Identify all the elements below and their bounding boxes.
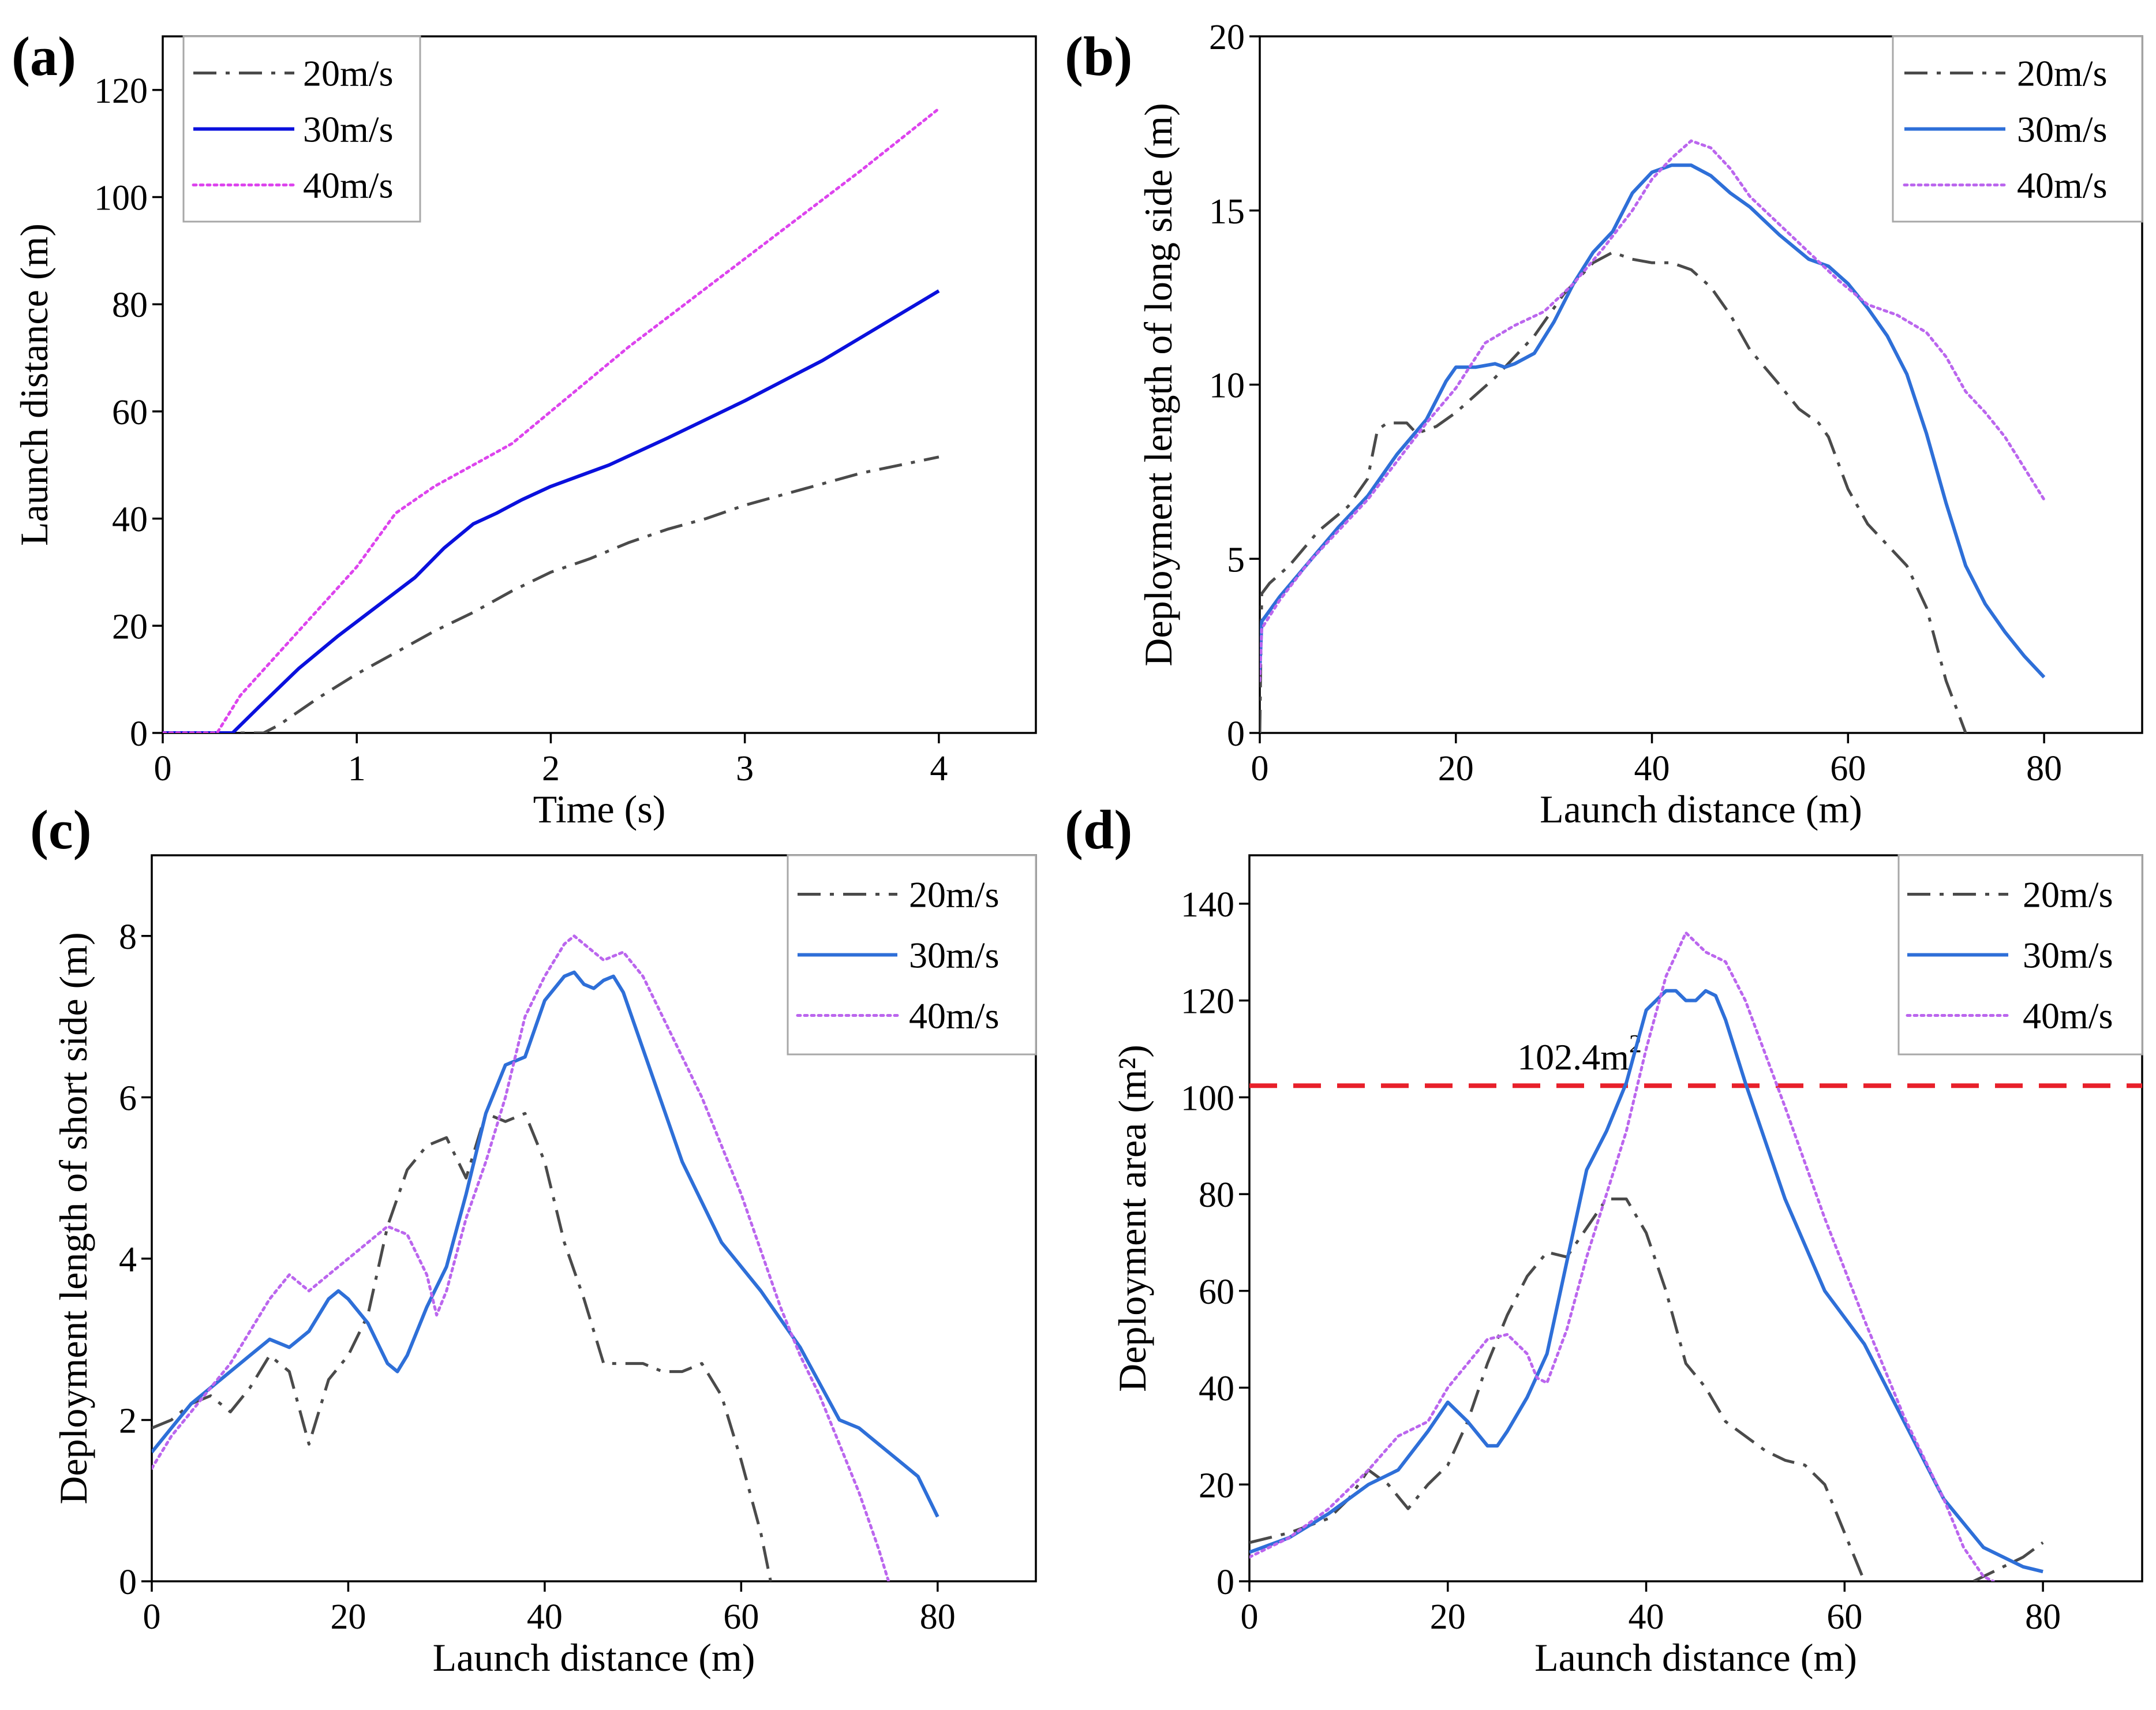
- legend-label: 20m/s: [2017, 53, 2107, 94]
- x-tick-label: 60: [1826, 1597, 1862, 1637]
- y-tick-label: 20: [1209, 18, 1245, 57]
- y-tick-label: 5: [1227, 540, 1245, 579]
- y-tick-label: 100: [94, 179, 148, 218]
- y-tick-label: 8: [119, 918, 137, 957]
- y-tick-label: 40: [112, 500, 148, 540]
- legend-label: 40m/s: [2023, 996, 2113, 1037]
- x-tick-label: 0: [154, 749, 172, 788]
- y-tick-label: 20: [112, 607, 148, 646]
- x-tick-label: 4: [930, 749, 948, 788]
- x-tick-label: 60: [1830, 749, 1866, 788]
- panel-label: (c): [30, 799, 92, 860]
- legend-label: 40m/s: [909, 996, 999, 1037]
- x-tick-label: 80: [2026, 749, 2062, 788]
- x-tick-label: 20: [330, 1597, 366, 1637]
- series-line-20m-per-s: [1260, 250, 1967, 733]
- y-axis-label: Deployment length of short side (m): [51, 932, 95, 1504]
- y-tick-label: 10: [1209, 366, 1245, 406]
- legend-label: 30m/s: [2023, 935, 2113, 976]
- x-axis-label: Launch distance (m): [433, 1636, 755, 1679]
- series-line-40m-per-s: [163, 107, 941, 733]
- x-tick-label: 0: [1241, 1597, 1259, 1637]
- plot-frame: [1248, 854, 2143, 1582]
- panel-b: 0 20 40 60 80 0 5 10 15 20 Launch distance (m) Depl…: [1065, 18, 2143, 831]
- series-line-30m-per-s: [1249, 989, 2043, 1574]
- series-line-40m-per-s: [1260, 139, 2046, 682]
- series-line-20m-per-s: [1972, 1541, 2044, 1581]
- y-tick-label: 15: [1209, 192, 1245, 231]
- y-tick-label: 60: [1199, 1273, 1234, 1312]
- series-line-30m-per-s: [163, 289, 940, 733]
- x-axis-label: Time (s): [533, 787, 666, 831]
- y-tick-label: 120: [94, 72, 148, 111]
- legend-label: 30m/s: [909, 935, 999, 976]
- series-line-30m-per-s: [152, 970, 939, 1518]
- y-tick-label: 140: [1181, 885, 1234, 925]
- x-tick-label: 0: [143, 1597, 161, 1637]
- x-axis-label: Launch distance (m): [1534, 1636, 1857, 1679]
- y-tick-label: 120: [1181, 982, 1234, 1021]
- series-line-30m-per-s: [1260, 163, 2046, 679]
- legend-label: 20m/s: [2023, 874, 2113, 915]
- y-axis-label: Launch distance (m): [12, 223, 56, 546]
- y-tick-label: 100: [1181, 1079, 1234, 1118]
- y-tick-label: 0: [119, 1563, 137, 1602]
- series-group: [163, 107, 941, 733]
- legend-label: 20m/s: [909, 874, 999, 915]
- x-tick-label: 80: [920, 1597, 956, 1637]
- x-axis-label: Launch distance (m): [1540, 787, 1862, 831]
- x-tick-label: 40: [527, 1597, 563, 1637]
- x-tick-label: 40: [1629, 1597, 1664, 1637]
- panel-c: 0 20 40 60 80 0 2 4 6 8 Launch distance (m) Deploym…: [30, 799, 1037, 1679]
- x-tick-label: 0: [1251, 749, 1269, 788]
- x-tick-label: 20: [1438, 749, 1474, 788]
- plot-frame: [162, 35, 1037, 734]
- series-line-20m-per-s: [152, 1112, 772, 1581]
- panel-label: (d): [1065, 799, 1132, 860]
- x-tick-label: 3: [736, 749, 754, 788]
- y-tick-label: 0: [1217, 1563, 1234, 1602]
- series-group: [1249, 931, 2044, 1581]
- y-tick-label: 6: [119, 1079, 137, 1118]
- y-tick-label: 40: [1199, 1370, 1234, 1409]
- series-group: [152, 934, 939, 1581]
- reference-line-label: 102.4m2: [1517, 1030, 1642, 1077]
- x-tick-label: 2: [542, 749, 560, 788]
- x-tick-label: 60: [723, 1597, 759, 1637]
- plot-frame: [151, 854, 1037, 1582]
- panel-label: (a): [12, 25, 76, 87]
- legend-label: 30m/s: [2017, 109, 2107, 150]
- y-tick-label: 60: [112, 393, 148, 432]
- x-tick-label: 1: [348, 749, 366, 788]
- y-axis-label: Deployment length of long side (m): [1136, 103, 1180, 666]
- legend-label: 30m/s: [303, 109, 393, 150]
- y-axis-label: Deployment area (m²): [1110, 1045, 1154, 1392]
- x-tick-label: 80: [2025, 1597, 2061, 1637]
- x-tick-label: 40: [1634, 749, 1670, 788]
- legend-label: 40m/s: [303, 165, 393, 206]
- series-group: [1260, 139, 2046, 733]
- series-line-20m-per-s: [1249, 1198, 1866, 1581]
- panel-d: 0 20 40 60 80 0 20 40 60 80 100 120 140 Launch distan…: [1065, 799, 2143, 1679]
- y-tick-label: 80: [112, 286, 148, 325]
- y-tick-label: 4: [119, 1240, 137, 1279]
- reference-line-value: 102.4m: [1517, 1037, 1629, 1077]
- y-tick-label: 80: [1199, 1176, 1234, 1215]
- legend-label: 20m/s: [303, 53, 393, 94]
- y-tick-label: 20: [1199, 1466, 1234, 1505]
- panel-label: (b): [1065, 25, 1132, 87]
- y-tick-label: 2: [119, 1401, 137, 1440]
- y-tick-label: 0: [1227, 714, 1245, 754]
- series-line-40m-per-s: [1249, 931, 1995, 1581]
- legend-label: 40m/s: [2017, 165, 2107, 206]
- series-line-40m-per-s: [152, 934, 890, 1581]
- y-tick-label: 0: [130, 714, 148, 754]
- x-tick-label: 20: [1430, 1597, 1466, 1637]
